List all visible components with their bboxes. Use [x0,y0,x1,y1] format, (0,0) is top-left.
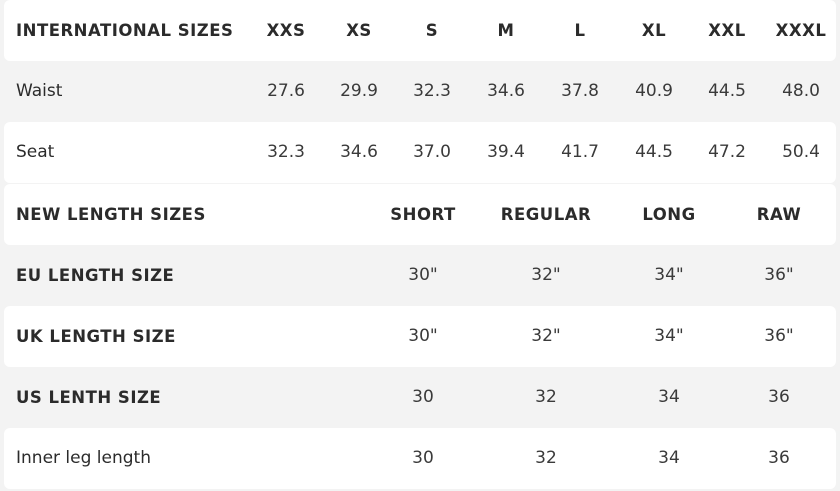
row-label: US LENTH SIZE [16,388,162,407]
table-cell: 50.4 [782,142,820,162]
table-cell: 34 [658,387,680,407]
row-label: Seat [16,142,55,162]
table-row: Seat 32.3 34.6 37.0 39.4 41.7 44.5 47.2 50.4 [4,122,836,183]
table-cell: 30 [412,387,434,407]
table-row: EU LENGTH SIZE 30" 32" 34" 36" [4,245,836,306]
column-header: M [497,21,515,40]
column-header: XS [346,21,372,40]
table-cell: 36" [764,326,794,346]
table-cell: 41.7 [561,142,599,162]
table-cell: 48.0 [782,81,820,101]
column-header: S [425,21,439,40]
table-cell: 34 [658,448,680,468]
row-label: UK LENGTH SIZE [16,327,176,346]
table-cell: 32.3 [267,142,305,162]
column-header: REGULAR [500,205,592,224]
table-cell: 32 [535,387,557,407]
length-header: NEW LENGTH SIZES SHORT REGULAR LONG RAW [4,184,836,245]
row-label: EU LENGTH SIZE [16,266,175,285]
column-header: RAW [756,205,802,224]
table-cell: 37.0 [413,142,451,162]
table-cell: 27.6 [267,81,305,101]
table-cell: 34.6 [340,142,378,162]
table-cell: 32 [535,448,557,468]
column-header: XL [641,21,667,40]
table-cell: 44.5 [708,81,746,101]
column-header: SHORT [390,205,456,224]
table-cell: 44.5 [635,142,673,162]
table-cell: 34.6 [487,81,525,101]
row-label: INTERNATIONAL SIZES [16,21,234,40]
column-header: L [574,21,586,40]
table-cell: 34" [654,265,684,285]
table-cell: 30" [408,265,438,285]
table-cell: 32.3 [413,81,451,101]
table-cell: 40.9 [635,81,673,101]
column-header: XXL [708,21,746,40]
table-cell: 36" [764,265,794,285]
table-cell: 39.4 [487,142,525,162]
table-cell: 30" [408,326,438,346]
table-cell: 29.9 [340,81,378,101]
table-cell: 32" [531,265,561,285]
table-cell: 32" [531,326,561,346]
table-row: Inner leg length 30 32 34 36 [4,428,836,489]
column-header: XXS [266,21,306,40]
table-cell: 34" [654,326,684,346]
table-cell: 36 [768,448,790,468]
column-header: LONG [642,205,696,224]
table-cell: 30 [412,448,434,468]
table-cell: 37.8 [561,81,599,101]
table-row: Waist 27.6 29.9 32.3 34.6 37.8 40.9 44.5 48.0 [4,61,836,122]
row-label: NEW LENGTH SIZES [16,205,206,224]
row-label: Waist [16,81,63,101]
row-label: Inner leg length [16,448,151,468]
table-row: US LENTH SIZE 30 32 34 36 [4,367,836,428]
international-header: INTERNATIONAL SIZES XXS XS S M L XL XXL XXXL [4,0,836,61]
column-header: XXXL [775,21,827,40]
table-cell: 47.2 [708,142,746,162]
table-row: UK LENGTH SIZE 30" 32" 34" 36" [4,306,836,367]
table-cell: 36 [768,387,790,407]
